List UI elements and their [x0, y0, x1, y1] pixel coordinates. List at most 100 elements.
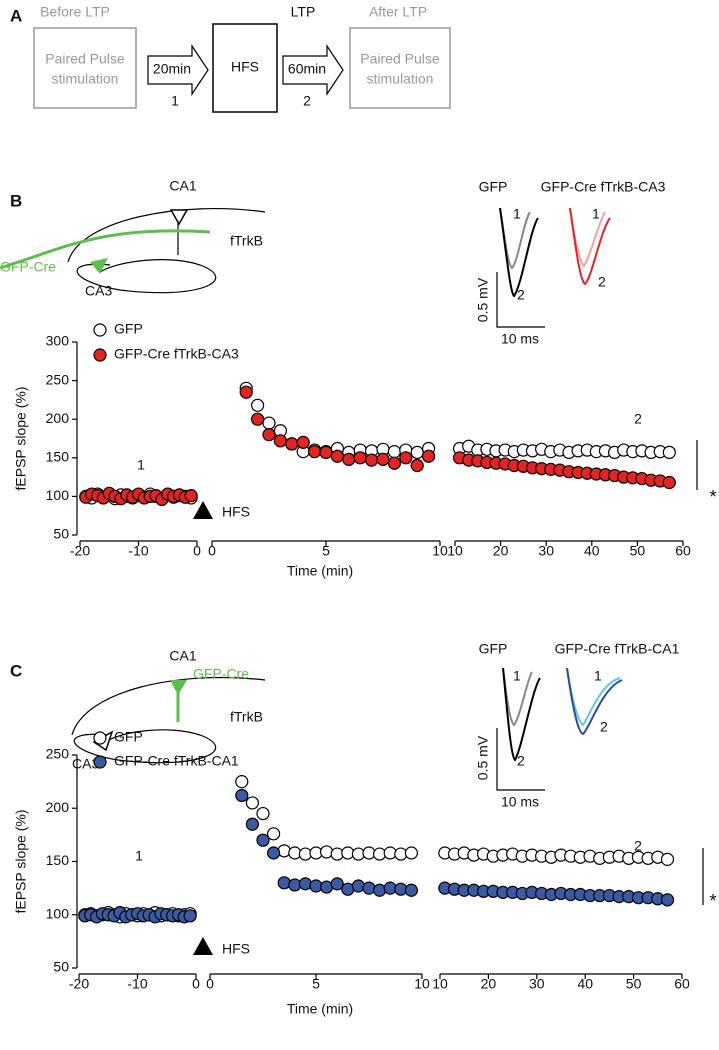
hfs-marker: [193, 501, 213, 519]
data-point: [183, 909, 197, 923]
x-axis-title: Time (min): [287, 563, 353, 579]
y-tick-label: 250: [46, 371, 70, 387]
x-tick-label: -20: [70, 543, 90, 559]
hfs-marker: [193, 937, 213, 955]
y-tick-label: 200: [46, 799, 70, 815]
legend-label: GFP: [114, 321, 143, 337]
x-tick-label: 50: [626, 976, 642, 992]
y-axis-title: fEPSP slope (%): [13, 386, 29, 490]
ca3-region: [76, 259, 217, 294]
data-point: [262, 428, 276, 442]
annotation: 1: [137, 457, 145, 473]
box-text: stimulation: [52, 71, 119, 87]
trace-label: 2: [600, 719, 608, 735]
x-tick-label: 10: [414, 976, 430, 992]
region-label: fTrkB: [230, 233, 263, 249]
data-point: [362, 881, 376, 895]
panel-label: A: [10, 6, 22, 25]
inset-title: GFP-Cre fTrkB-CA1: [555, 641, 680, 657]
trace-label: 2: [517, 287, 525, 303]
data-point: [267, 827, 281, 841]
annotation: HFS: [222, 504, 250, 520]
annotation: *: [709, 891, 716, 911]
data-point: [330, 449, 344, 463]
data-point: [410, 445, 424, 459]
y-tick-label: 300: [46, 333, 70, 349]
box-text: Paired Pulse: [360, 51, 440, 67]
inset-title: GFP-Cre fTrkB-CA3: [541, 179, 666, 195]
y-tick-label: 50: [53, 959, 69, 975]
legend-marker: [93, 348, 107, 362]
data-point: [245, 817, 259, 831]
region-label: GFP-Cre: [193, 666, 249, 682]
region-label: GFP-Cre: [0, 259, 56, 275]
y-tick-label: 50: [53, 526, 69, 542]
panel-label: C: [10, 661, 22, 680]
x-tick-label: 10: [432, 976, 448, 992]
trace-label: 1: [592, 206, 600, 222]
step-number: 1: [171, 93, 179, 109]
data-point: [251, 398, 265, 412]
trace: [569, 207, 611, 286]
neuron: [170, 680, 187, 695]
inset-title: GFP: [479, 179, 508, 195]
data-point: [376, 452, 390, 466]
data-point: [256, 806, 270, 821]
data-point: [251, 412, 265, 426]
x-tick-label: -20: [69, 976, 89, 992]
y-tick-label: 100: [46, 905, 70, 921]
data-point: [277, 876, 291, 890]
data-point: [365, 453, 379, 467]
legend-marker: [93, 323, 107, 337]
data-point: [404, 846, 418, 860]
neuron: [169, 209, 189, 226]
data-point: [351, 879, 365, 893]
data-point: [342, 452, 356, 466]
x-tick-label: 30: [538, 543, 554, 559]
data-point: [277, 844, 291, 858]
scale-bar: [496, 272, 545, 328]
data-point: [662, 445, 676, 459]
x-tick-label: 5: [322, 543, 330, 559]
neuron: [90, 258, 108, 274]
trace-label: 1: [513, 206, 521, 222]
data-point: [256, 833, 270, 847]
annotation: *: [709, 487, 716, 507]
x-tick-label: 0: [193, 543, 201, 559]
data-point: [410, 458, 424, 473]
data-point: [296, 435, 310, 449]
x-tick-label: 60: [675, 543, 691, 559]
data-point: [235, 775, 249, 789]
y-tick-label: 200: [46, 410, 70, 426]
scale-bar: [496, 728, 545, 791]
x-tick-label: -10: [128, 543, 148, 559]
trace-label: 2: [598, 274, 606, 290]
box-text: Paired Pulse: [45, 51, 125, 67]
data-point: [273, 434, 287, 448]
inset-title: GFP: [479, 641, 508, 657]
y-tick-label: 250: [46, 746, 70, 762]
x-tick-label: 0: [208, 543, 216, 559]
y-tick-label: 150: [46, 449, 70, 465]
box: [33, 27, 137, 109]
legend-marker: [93, 731, 107, 745]
x-tick-label: 20: [481, 976, 497, 992]
arrow: [282, 44, 344, 96]
arrow-text: 60min: [288, 61, 326, 77]
data-point: [267, 846, 281, 860]
step-title: After LTP: [369, 4, 427, 20]
annotation: 2: [634, 411, 642, 427]
scale-label: 10 ms: [501, 794, 539, 810]
data-point: [422, 449, 436, 463]
trace-label: 1: [594, 668, 602, 684]
x-tick-label: 0: [206, 976, 214, 992]
data-point: [184, 489, 198, 503]
legend-label: GFP-Cre fTrkB-CA1: [114, 753, 239, 769]
data-point: [660, 852, 675, 866]
data-point: [387, 445, 401, 459]
x-tick-label: 40: [584, 543, 600, 559]
x-tick-label: 0: [192, 976, 200, 992]
ca3-region: [73, 729, 217, 764]
